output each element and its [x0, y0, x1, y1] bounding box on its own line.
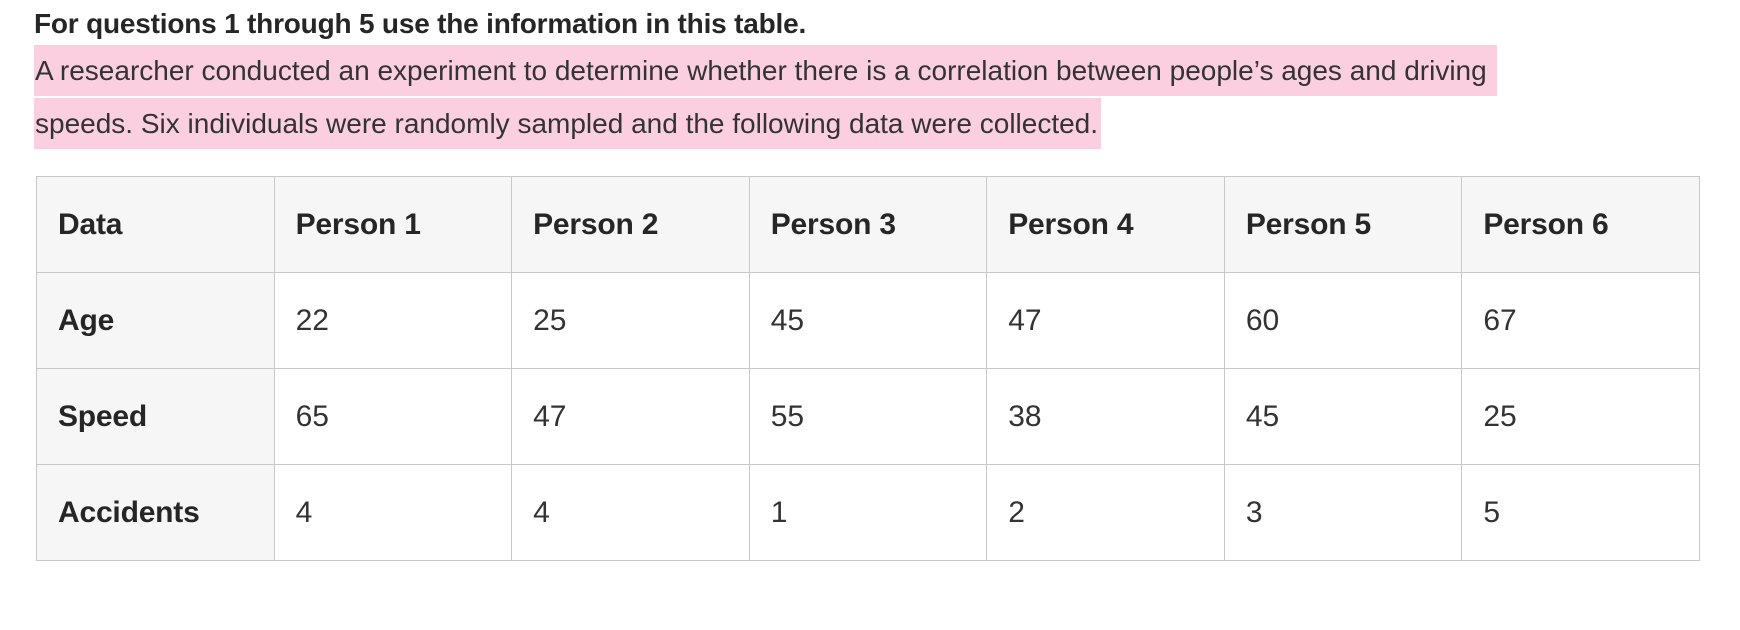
table-cell: 1 — [748, 464, 988, 561]
table-cell: 5 — [1461, 464, 1700, 561]
column-header-data: Data — [36, 176, 275, 273]
table-cell: 3 — [1223, 464, 1463, 561]
table-cell: 22 — [273, 272, 513, 369]
table-cell: 55 — [748, 368, 988, 465]
table-cell: 38 — [986, 368, 1225, 465]
row-label-age: Age — [36, 272, 275, 369]
column-header-person-3: Person 3 — [748, 176, 988, 273]
column-header-person-5: Person 5 — [1223, 176, 1463, 273]
row-label-speed: Speed — [36, 368, 275, 465]
table-cell: 4 — [511, 464, 750, 561]
question-group-instruction: For questions 1 through 5 use the inform… — [34, 8, 807, 39]
table-row-age: Age 22 25 45 47 60 67 — [36, 272, 1700, 369]
column-header-person-2: Person 2 — [511, 176, 750, 273]
table-cell: 45 — [748, 272, 988, 369]
table-cell: 65 — [273, 368, 513, 465]
table-row-speed: Speed 65 47 55 38 45 25 — [36, 368, 1700, 465]
highlighted-text-line-1: A researcher conducted an experiment to … — [34, 45, 1498, 96]
column-header-person-4: Person 4 — [986, 176, 1225, 273]
column-header-person-6: Person 6 — [1461, 176, 1700, 273]
table-cell: 25 — [1461, 368, 1700, 465]
column-header-person-1: Person 1 — [273, 176, 513, 273]
table-cell: 47 — [986, 272, 1225, 369]
table-cell: 2 — [986, 464, 1225, 561]
description-line: speeds. Six individuals were randomly sa… — [34, 98, 1700, 151]
description-line: A researcher conducted an experiment to … — [34, 45, 1700, 98]
data-table: Data Person 1 Person 2 Person 3 Person 4… — [36, 176, 1700, 561]
table-cell: 47 — [511, 368, 750, 465]
question-description: A researcher conducted an experiment to … — [34, 45, 1700, 151]
row-label-accidents: Accidents — [36, 464, 275, 561]
table-cell: 25 — [511, 272, 750, 369]
table-cell: 45 — [1223, 368, 1463, 465]
table-header-row: Data Person 1 Person 2 Person 3 Person 4… — [36, 176, 1700, 273]
table-row-accidents: Accidents 4 4 1 2 3 5 — [36, 464, 1700, 561]
table-cell: 60 — [1223, 272, 1463, 369]
highlighted-text-line-2: speeds. Six individuals were randomly sa… — [34, 98, 1102, 149]
table-cell: 67 — [1461, 272, 1700, 369]
table-cell: 4 — [273, 464, 513, 561]
